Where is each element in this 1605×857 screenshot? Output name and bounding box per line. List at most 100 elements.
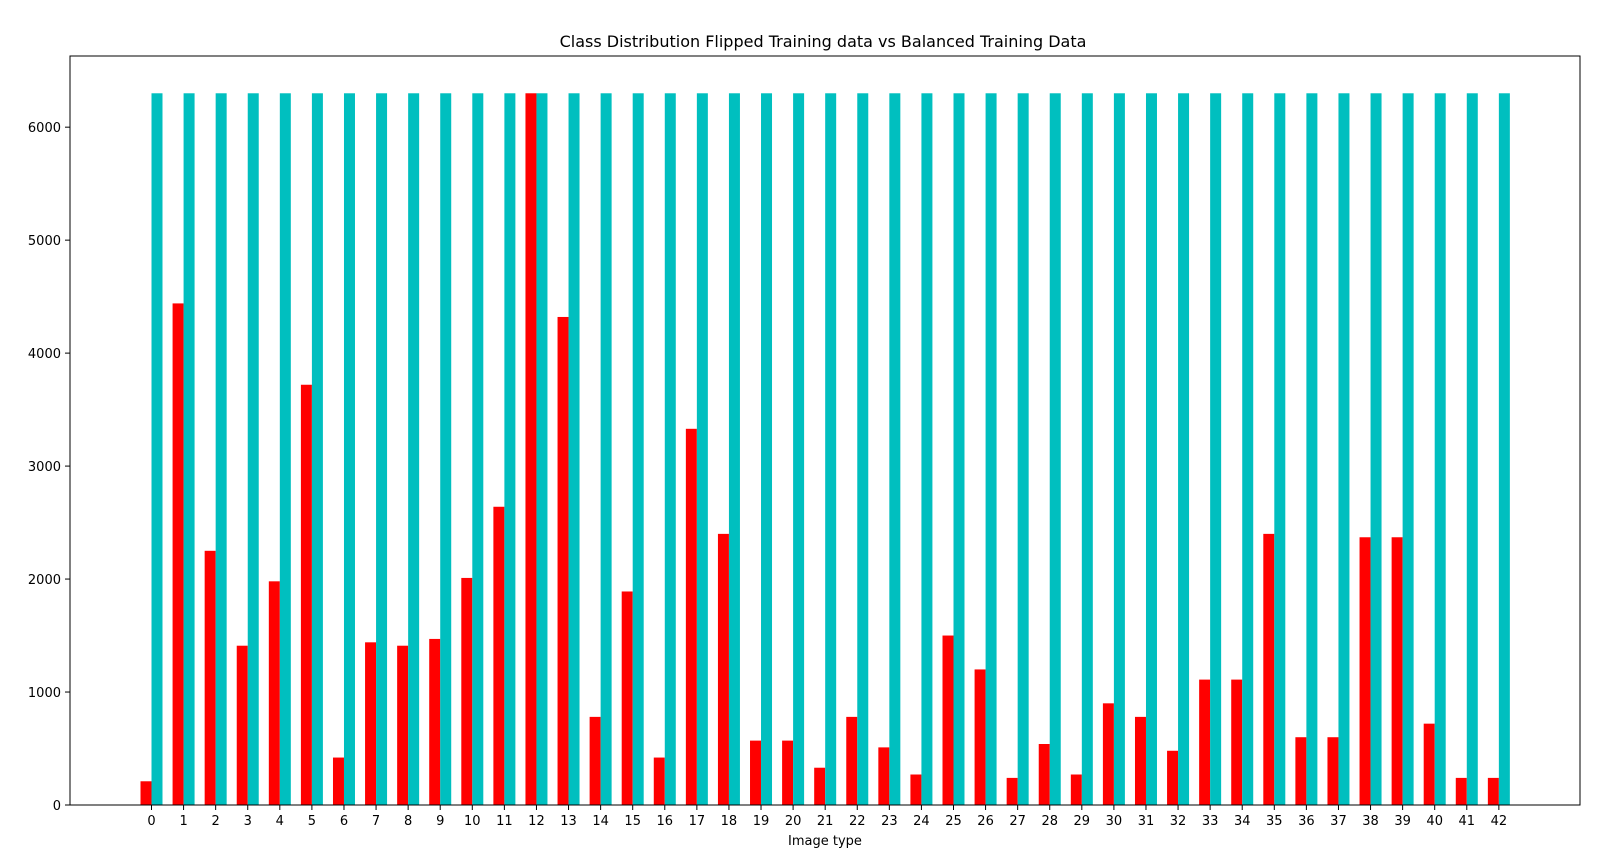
bar-flipped-0 [140, 781, 152, 805]
bar-flipped-19 [750, 740, 762, 805]
bar-flipped-15 [621, 591, 633, 805]
bars-group [140, 93, 1510, 805]
bar-flipped-25 [942, 635, 954, 805]
bar-flipped-31 [1134, 716, 1146, 805]
bar-balanced-26 [985, 93, 997, 805]
bar-flipped-39 [1391, 537, 1403, 805]
bar-balanced-28 [1049, 93, 1061, 805]
x-tick-label: 40 [1426, 814, 1443, 829]
bar-flipped-3 [236, 645, 248, 805]
y-tick-label: 0 [53, 799, 61, 814]
x-tick-label: 9 [436, 814, 444, 829]
x-tick-label: 4 [276, 814, 284, 829]
bar-balanced-31 [1145, 93, 1157, 805]
x-tick-label: 33 [1202, 814, 1219, 829]
x-tick-label: 3 [244, 814, 252, 829]
bar-flipped-12 [525, 93, 537, 805]
x-tick-label: 25 [945, 814, 962, 829]
bar-flipped-1 [172, 303, 184, 805]
x-tick-label: 20 [785, 814, 802, 829]
x-tick-label: 28 [1041, 814, 1058, 829]
bar-balanced-22 [857, 93, 869, 805]
bar-flipped-13 [557, 316, 569, 805]
plot-frame [69, 55, 1581, 806]
x-tick-label: 37 [1330, 814, 1347, 829]
x-tick-label: 26 [977, 814, 994, 829]
bar-balanced-7 [376, 93, 388, 805]
y-tick-label: 5000 [28, 234, 61, 249]
x-tick-label: 15 [624, 814, 641, 829]
x-tick-label: 17 [689, 814, 706, 829]
y-tick-label: 6000 [28, 121, 61, 136]
bar-flipped-20 [782, 740, 794, 805]
bar-balanced-20 [793, 93, 805, 805]
bar-balanced-19 [761, 93, 773, 805]
bar-flipped-2 [204, 550, 216, 805]
bar-flipped-27 [1006, 777, 1018, 805]
bar-balanced-39 [1402, 93, 1414, 805]
bar-balanced-32 [1178, 93, 1190, 805]
bar-flipped-8 [397, 645, 409, 805]
bar-balanced-15 [632, 93, 644, 805]
bar-flipped-23 [878, 747, 890, 805]
bar-balanced-29 [1081, 93, 1093, 805]
bar-balanced-13 [568, 93, 580, 805]
bar-flipped-10 [461, 577, 473, 805]
bar-balanced-30 [1113, 93, 1125, 805]
y-tick-label: 4000 [28, 347, 61, 362]
x-tick-label: 18 [721, 814, 738, 829]
x-axis: 0 1 2 3 4 5 6 7 8 9 10 11 12 13 14 15 16 17 18 19 20 21 22 23 24… [147, 805, 1507, 829]
bar-balanced-11 [504, 93, 516, 805]
bar-balanced-10 [472, 93, 484, 805]
x-tick-label: 27 [1009, 814, 1026, 829]
bar-balanced-37 [1338, 93, 1350, 805]
x-tick-label: 22 [849, 814, 866, 829]
x-tick-label: 34 [1234, 814, 1251, 829]
bar-balanced-40 [1434, 93, 1446, 805]
chart-title: Class Distribution Flipped Training data… [560, 32, 1087, 51]
bar-balanced-6 [343, 93, 355, 805]
bar-balanced-4 [279, 93, 291, 805]
x-tick-label: 14 [592, 814, 609, 829]
bar-flipped-18 [717, 533, 729, 805]
bar-balanced-18 [728, 93, 740, 805]
bar-balanced-8 [408, 93, 420, 805]
x-tick-label: 16 [657, 814, 674, 829]
y-tick-label: 2000 [28, 573, 61, 588]
bar-flipped-22 [846, 716, 858, 805]
bar-balanced-34 [1242, 93, 1254, 805]
x-tick-label: 8 [404, 814, 412, 829]
bar-flipped-37 [1327, 737, 1339, 805]
x-tick-label: 6 [340, 814, 348, 829]
bar-balanced-35 [1274, 93, 1286, 805]
bar-flipped-11 [493, 506, 505, 805]
x-tick-label: 23 [881, 814, 898, 829]
bar-balanced-42 [1498, 93, 1510, 805]
bar-flipped-29 [1070, 774, 1082, 805]
x-tick-label: 10 [464, 814, 481, 829]
bar-flipped-41 [1455, 777, 1467, 805]
x-tick-label: 7 [372, 814, 380, 829]
bar-flipped-7 [365, 642, 377, 805]
bar-flipped-33 [1199, 679, 1211, 805]
bar-flipped-32 [1167, 750, 1179, 805]
bar-balanced-38 [1370, 93, 1382, 805]
bar-flipped-14 [589, 716, 601, 805]
x-tick-label: 5 [308, 814, 316, 829]
x-axis-label: Image type [788, 834, 862, 849]
bar-flipped-42 [1487, 777, 1499, 805]
bar-balanced-3 [247, 93, 259, 805]
x-tick-label: 0 [147, 814, 155, 829]
bar-balanced-12 [536, 93, 548, 805]
x-tick-label: 38 [1362, 814, 1379, 829]
bar-flipped-40 [1423, 723, 1435, 805]
bar-flipped-16 [653, 757, 665, 805]
bar-balanced-21 [825, 93, 837, 805]
bar-balanced-36 [1306, 93, 1318, 805]
bar-flipped-38 [1359, 537, 1371, 805]
bar-balanced-1 [183, 93, 195, 805]
bar-balanced-2 [215, 93, 227, 805]
bar-flipped-17 [685, 428, 697, 805]
bar-flipped-5 [300, 384, 312, 805]
